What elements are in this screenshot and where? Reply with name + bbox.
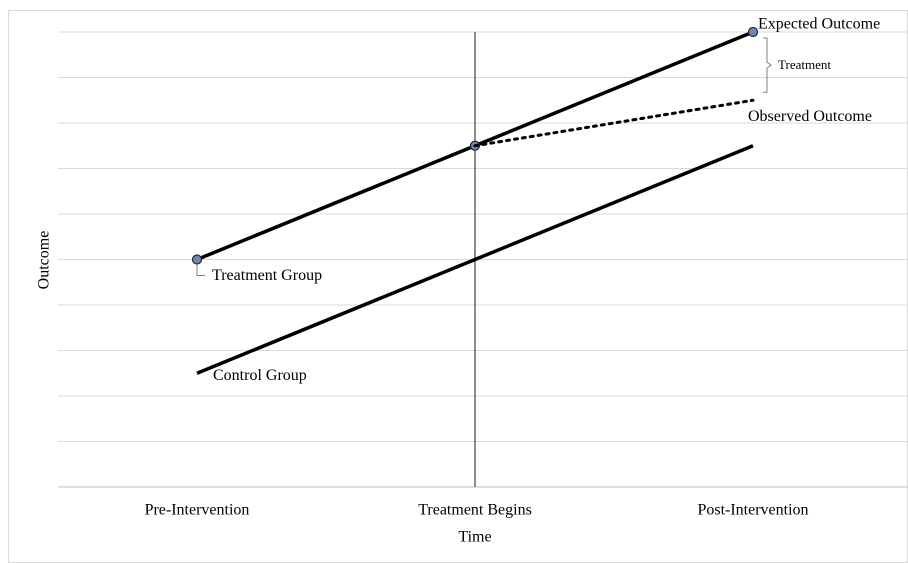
- series-label: Control Group: [213, 367, 307, 384]
- x-tick-label: Pre-Intervention: [145, 502, 250, 519]
- series-line: [473, 98, 755, 148]
- annotation: Treatment: [778, 57, 831, 72]
- x-axis-title: Time: [458, 529, 491, 546]
- annotation: Expected Outcome: [758, 16, 880, 33]
- series-line: [196, 144, 754, 375]
- brace: [763, 37, 772, 93]
- series-label: Observed Outcome: [748, 108, 872, 125]
- y-axis-title: Outcome: [36, 231, 53, 290]
- chart-frame: [8, 10, 908, 563]
- series-marker: [747, 26, 759, 38]
- x-tick-label: Treatment Begins: [418, 502, 532, 519]
- series-label: Treatment Group: [212, 267, 322, 284]
- label-leader: [196, 264, 205, 276]
- series-marker: [191, 254, 203, 265]
- x-tick-label: Post-Intervention: [697, 502, 808, 519]
